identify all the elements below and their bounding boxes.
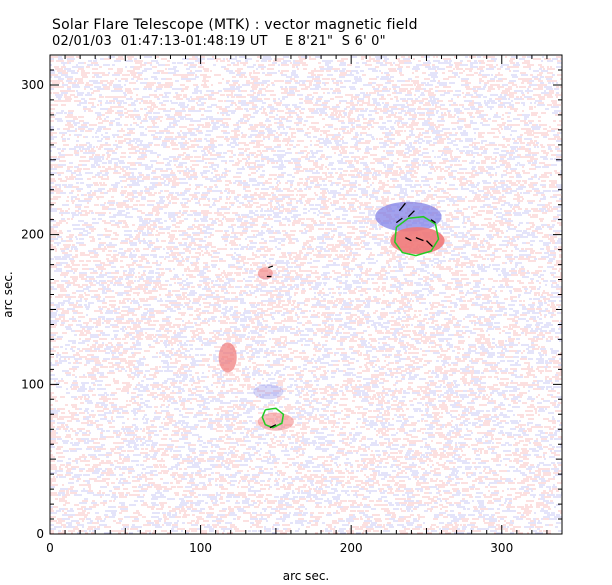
axis-labels: 0 100 200 300 0 100 200 300 arc sec. arc sec.: [1, 78, 513, 583]
y-tick-label: 100: [21, 377, 44, 391]
field-vector: [405, 237, 412, 242]
field-vector: [426, 240, 433, 248]
region-positive-1: [390, 227, 445, 255]
y-axis-label: arc sec.: [1, 271, 15, 317]
y-tick-label: 300: [21, 78, 44, 92]
field-vector: [430, 219, 436, 224]
contour-1: [261, 407, 285, 429]
region-positive-3: [257, 267, 273, 280]
field-vector: [398, 202, 406, 212]
x-tick-label: 200: [340, 541, 363, 555]
chart-title: Solar Flare Telescope (MTK) : vector mag…: [52, 17, 418, 33]
negative-noise: [50, 55, 562, 534]
x-tick-label: 0: [46, 541, 54, 555]
y-tick-label: 200: [21, 228, 44, 242]
contour-0: [394, 215, 440, 257]
y-tick-label: 0: [36, 527, 44, 541]
field-vector: [395, 217, 403, 224]
region-negative-0: [375, 201, 442, 232]
field-vector: [269, 424, 277, 429]
region-positive-2: [218, 342, 237, 373]
x-axis-label: arc sec.: [283, 569, 329, 583]
region-negative-5: [253, 384, 284, 400]
chart-subtitle: 02/01/03 01:47:13-01:48:19 UT E 8'21" S …: [52, 34, 386, 49]
tick-marks: [49, 54, 563, 535]
x-tick-label: 300: [490, 541, 513, 555]
field-contours: [261, 215, 440, 429]
transverse-field-vectors: [266, 202, 436, 429]
region-positive-4: [257, 412, 294, 431]
axis-ticks: [49, 54, 563, 535]
magnetic-regions: [218, 201, 445, 431]
x-tick-label: 100: [189, 541, 212, 555]
field-vector: [268, 265, 274, 269]
field-vector: [415, 237, 424, 242]
field-vector: [407, 210, 415, 218]
magnetogram-noise: [50, 55, 562, 534]
